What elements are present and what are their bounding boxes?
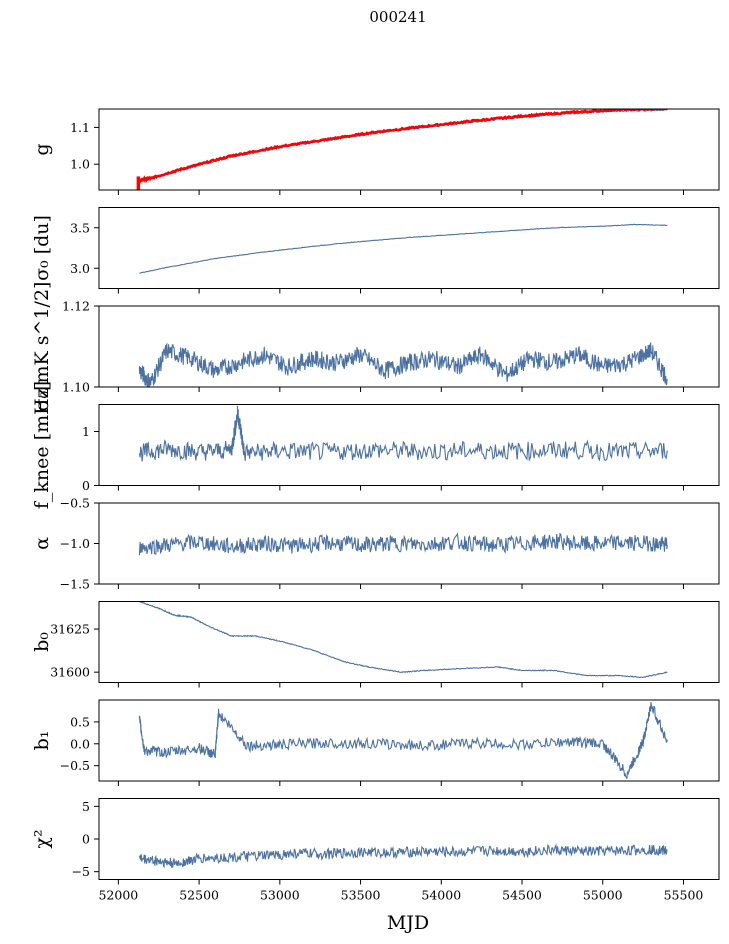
panel-frame [98, 108, 720, 191]
y-axis-label: σ₀ [du] [31, 215, 53, 281]
y-tick-label: −0.5 [60, 496, 90, 511]
x-tick-label: 52500 [179, 888, 219, 903]
x-tick-label: 53000 [260, 888, 300, 903]
panel-frame [98, 404, 720, 486]
series-line-2 [138, 109, 668, 186]
y-tick-label: 0 [82, 478, 90, 493]
panel-7: −0.5 0.0 0.5 b₁ [31, 699, 720, 786]
y-tick-label: 3.0 [70, 261, 90, 276]
panel-1: 1.0 1.1 g [31, 108, 720, 195]
y-tick-label: 1.12 [62, 299, 90, 314]
panel-frame [98, 601, 720, 683]
panel-frame [98, 502, 720, 585]
panel-4: 0 1 f_knee [mHz] [31, 381, 720, 509]
y-tick-label: 1.0 [70, 157, 90, 172]
panel-frame [98, 207, 720, 289]
panel-8: −5 0 5 52000 52500 53000 53500 54000 54500 55000 5… [31, 798, 720, 903]
y-tick-label: −1.0 [60, 536, 90, 551]
series-line-1 [139, 601, 668, 679]
y-axis-label: g [31, 143, 53, 155]
panel-frame [98, 699, 720, 782]
y-tick-label: −5 [72, 864, 90, 879]
x-tick-label: 52000 [98, 888, 138, 903]
panel-5: −1.5 −1.0 −0.5 α [31, 496, 720, 592]
y-tick-label: −1.5 [60, 577, 90, 592]
x-tick-label: 53500 [341, 888, 381, 903]
y-tick-label: 0 [82, 832, 90, 847]
panel-3: 1.10 1.12 σ₀[mK s^1/2] [31, 282, 720, 412]
y-axis-label: χ² [31, 829, 53, 848]
y-tick-label: 5 [82, 799, 90, 814]
y-tick-label: −0.5 [60, 758, 90, 773]
x-tick-label: 55000 [583, 888, 623, 903]
panel-frame [98, 305, 720, 388]
y-tick-label: 1.1 [70, 120, 90, 135]
y-tick-label: 31625 [50, 622, 90, 637]
y-axis-label: b₁ [31, 731, 53, 751]
series-line-1 [138, 701, 668, 779]
x-axis-label: MJD [387, 912, 429, 934]
panels: 1.0 1.1 g 3.0 3.5 σ₀ [du] 1.10 1.12 σ₀[mK s^1/2]… [31, 108, 720, 903]
x-tick-label: 54000 [421, 888, 461, 903]
series-line-1 [138, 843, 668, 869]
x-tick-label: 55500 [664, 888, 704, 903]
y-tick-label: 31600 [50, 665, 90, 680]
figure-title: 000241 [369, 8, 426, 26]
y-axis-label: α [31, 537, 53, 550]
y-tick-label: 0.0 [70, 736, 90, 751]
series-line-1 [138, 342, 668, 387]
x-tick-label: 54500 [502, 888, 542, 903]
series-line-1 [138, 532, 668, 556]
y-tick-label: 3.5 [70, 220, 90, 235]
y-tick-label: 1.10 [62, 380, 90, 395]
series-line-1 [138, 405, 668, 462]
y-tick-label: 0.5 [70, 714, 90, 729]
panel-frame [98, 798, 720, 880]
panel-2: 3.0 3.5 σ₀ [du] [31, 207, 720, 294]
y-axis-label: b₀ [31, 632, 53, 652]
series-line-1 [139, 223, 668, 274]
y-tick-label: 1 [82, 424, 90, 439]
y-axis-label: σ₀[mK s^1/2] [31, 282, 53, 412]
y-axis-label: f_knee [mHz] [31, 381, 53, 509]
series-line-1 [139, 109, 668, 183]
